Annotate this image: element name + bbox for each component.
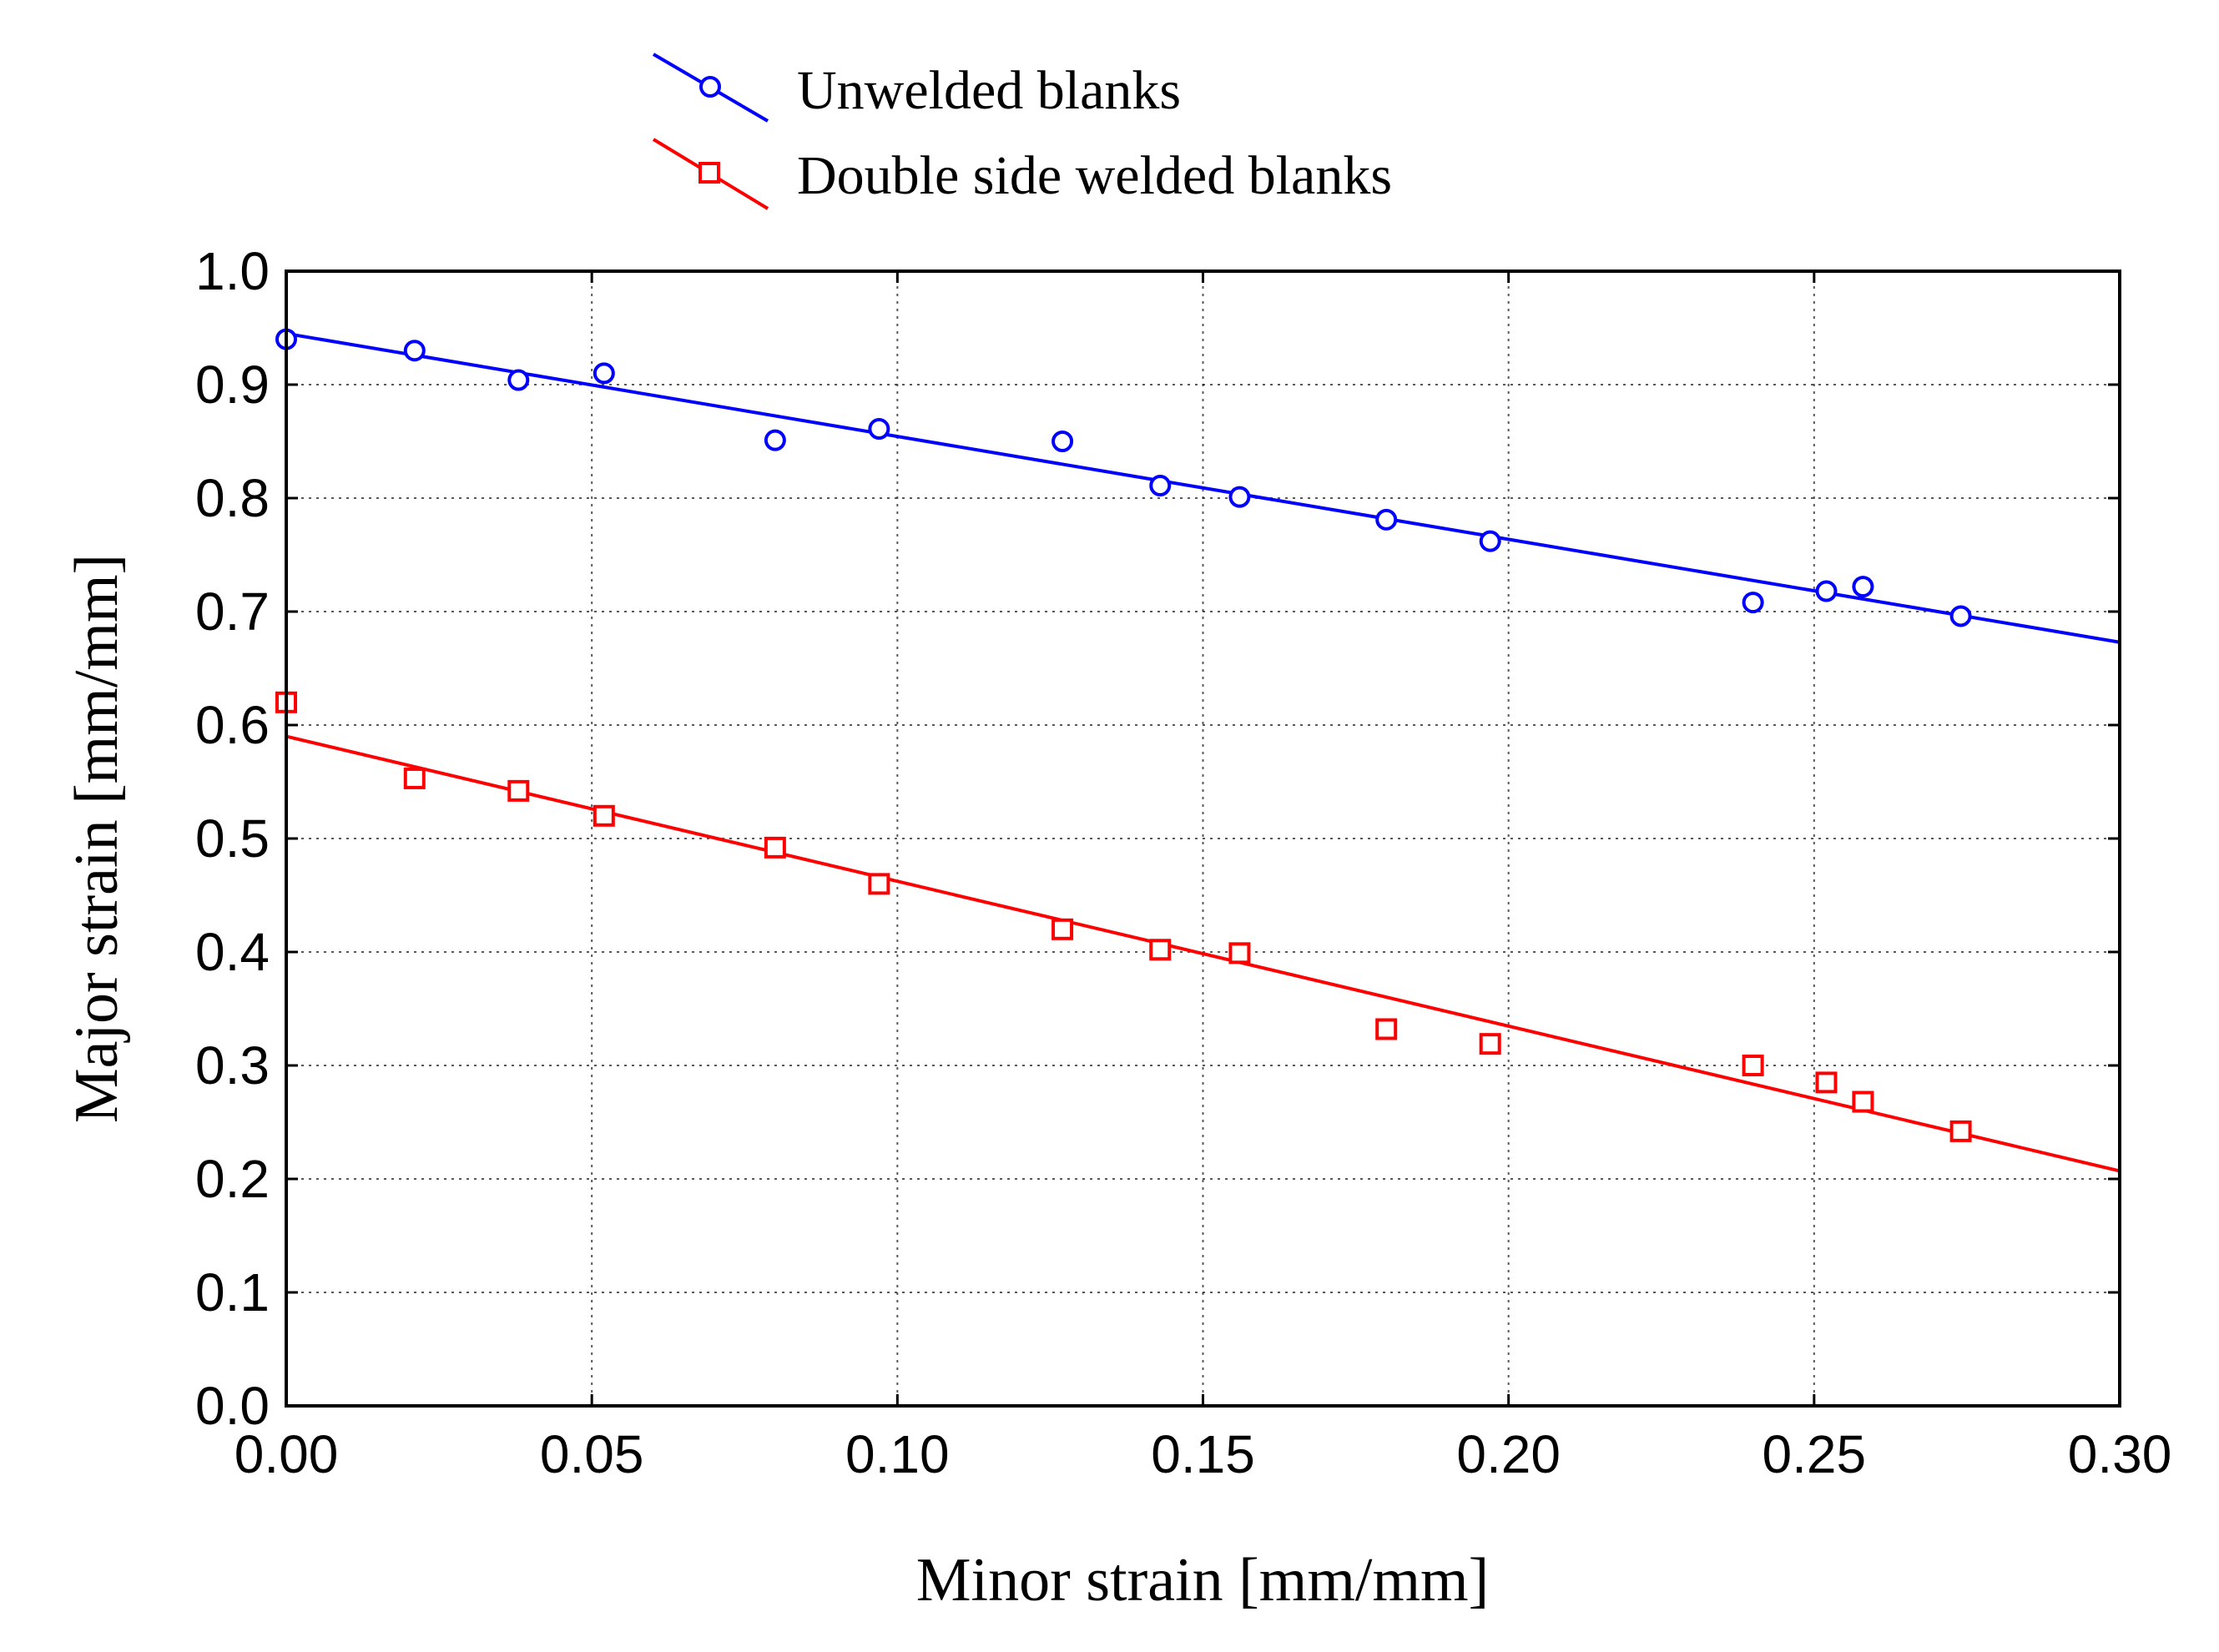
data-point-unwelded bbox=[764, 429, 786, 451]
y-tick-label: 0.9 bbox=[195, 355, 270, 415]
legend-label-welded: Double side welded blanks bbox=[797, 145, 1392, 206]
series-welded bbox=[275, 691, 2121, 1173]
data-point-unwelded bbox=[403, 340, 426, 362]
data-point-unwelded bbox=[1949, 605, 1972, 627]
data-point-unwelded bbox=[593, 362, 615, 385]
y-tick-label: 0.0 bbox=[195, 1376, 270, 1436]
y-tick-label: 0.2 bbox=[195, 1149, 270, 1209]
data-point-welded bbox=[1479, 1033, 1501, 1055]
data-point-unwelded bbox=[1375, 508, 1398, 531]
data-point-unwelded bbox=[1742, 592, 1764, 614]
axis-ticks bbox=[285, 269, 2121, 1408]
data-point-welded bbox=[1228, 942, 1251, 965]
tick-labels: 0.00 0.05 0.10 0.15 0.20 0.25 0.30 0.0 0.1 0.2 0.3… bbox=[195, 241, 2171, 1484]
data-point-welded bbox=[403, 767, 426, 789]
legend: Unwelded blanks Double side welded blank… bbox=[652, 53, 1392, 210]
y-tick-label: 0.5 bbox=[195, 808, 270, 869]
fit-line-welded bbox=[285, 734, 2121, 1173]
plot-frame bbox=[285, 269, 2121, 1408]
y-tick-label: 0.4 bbox=[195, 922, 270, 982]
legend-entry-welded: Double side welded blanks bbox=[652, 138, 1392, 210]
data-point-welded bbox=[1852, 1090, 1874, 1113]
data-point-welded bbox=[1375, 1018, 1398, 1040]
x-tick-label: 0.20 bbox=[1456, 1424, 1561, 1484]
series-layer bbox=[275, 328, 2121, 1173]
data-point-welded bbox=[1052, 918, 1074, 940]
data-point-welded bbox=[764, 836, 786, 859]
x-axis-title: Minor strain [mm/mm] bbox=[916, 1546, 1490, 1614]
y-axis-title: Major strain [mm/mm] bbox=[63, 554, 131, 1123]
data-point-welded bbox=[1742, 1055, 1764, 1076]
legend-label-unwelded: Unwelded blanks bbox=[797, 60, 1181, 121]
series-unwelded bbox=[275, 328, 2121, 644]
data-point-unwelded bbox=[507, 369, 530, 391]
data-point-welded bbox=[593, 804, 615, 827]
data-point-welded bbox=[1815, 1071, 1838, 1094]
data-point-unwelded bbox=[1479, 530, 1501, 552]
y-tick-label: 0.7 bbox=[195, 582, 270, 642]
data-point-welded bbox=[868, 873, 890, 895]
x-tick-label: 0.05 bbox=[540, 1424, 644, 1484]
data-point-unwelded bbox=[1228, 486, 1251, 508]
data-point-welded bbox=[1949, 1120, 1972, 1142]
x-tick-label: 0.00 bbox=[235, 1424, 339, 1484]
legend-entry-unwelded: Unwelded blanks bbox=[652, 53, 1181, 123]
data-point-welded bbox=[507, 779, 530, 802]
fit-line-unwelded bbox=[285, 331, 2121, 644]
x-tick-label: 0.15 bbox=[1151, 1424, 1255, 1484]
x-tick-label: 0.30 bbox=[2068, 1424, 2172, 1484]
y-tick-label: 0.6 bbox=[195, 695, 270, 755]
data-point-unwelded bbox=[1052, 431, 1074, 452]
y-tick-label: 0.8 bbox=[195, 468, 270, 528]
y-tick-label: 0.1 bbox=[195, 1262, 270, 1322]
data-point-welded bbox=[1149, 939, 1172, 961]
legend-marker-unwelded bbox=[699, 76, 721, 98]
legend-marker-welded bbox=[698, 162, 720, 184]
data-point-unwelded bbox=[868, 418, 890, 441]
y-tick-label: 0.3 bbox=[195, 1035, 270, 1095]
data-point-unwelded bbox=[1149, 475, 1172, 497]
data-point-unwelded bbox=[1852, 576, 1874, 598]
data-point-unwelded bbox=[1815, 580, 1838, 602]
y-tick-label: 1.0 bbox=[195, 241, 270, 301]
x-tick-label: 0.10 bbox=[845, 1424, 950, 1484]
x-tick-label: 0.25 bbox=[1763, 1424, 1867, 1484]
grid bbox=[286, 271, 2120, 1406]
